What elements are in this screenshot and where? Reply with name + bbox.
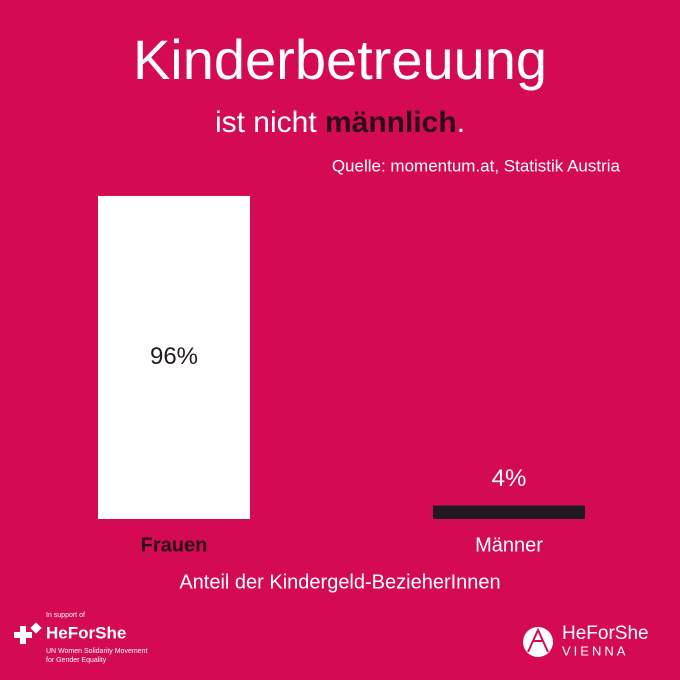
brand: HeForShe xyxy=(562,623,649,644)
value-label: 4% xyxy=(492,465,527,492)
bar xyxy=(98,195,250,519)
brand-line: UN Women Solidarity Movement xyxy=(46,648,147,655)
source: Quelle: momentum.at, Statistik Austria xyxy=(332,156,621,175)
chart-subtitle: ist nicht männlich. xyxy=(215,106,465,139)
city: VIENNA xyxy=(562,643,628,658)
subtitle-end: . xyxy=(457,106,465,139)
logo-icon xyxy=(527,627,549,653)
brand: HeForShe xyxy=(46,623,126,642)
brand-line: for Gender Equality xyxy=(46,657,107,664)
logo-left: In support of HeForShe UN Women Solidari… xyxy=(14,612,147,664)
x-axis-label: Anteil der Kindergeld-BezieherInnen xyxy=(179,571,500,593)
x-tick-label: Frauen xyxy=(141,534,208,556)
bar xyxy=(433,505,585,519)
logo-icon xyxy=(14,632,32,638)
value-label: 96% xyxy=(150,343,198,370)
chart-title: Kinderbetreuung xyxy=(133,28,547,91)
subtitle-emphasis: männlich xyxy=(325,106,457,139)
logo-right: HeForShe VIENNA xyxy=(523,623,649,658)
support-text: In support of xyxy=(46,612,85,619)
x-tick-label: Männer xyxy=(475,534,543,556)
subtitle-lead: ist nicht xyxy=(215,106,325,139)
